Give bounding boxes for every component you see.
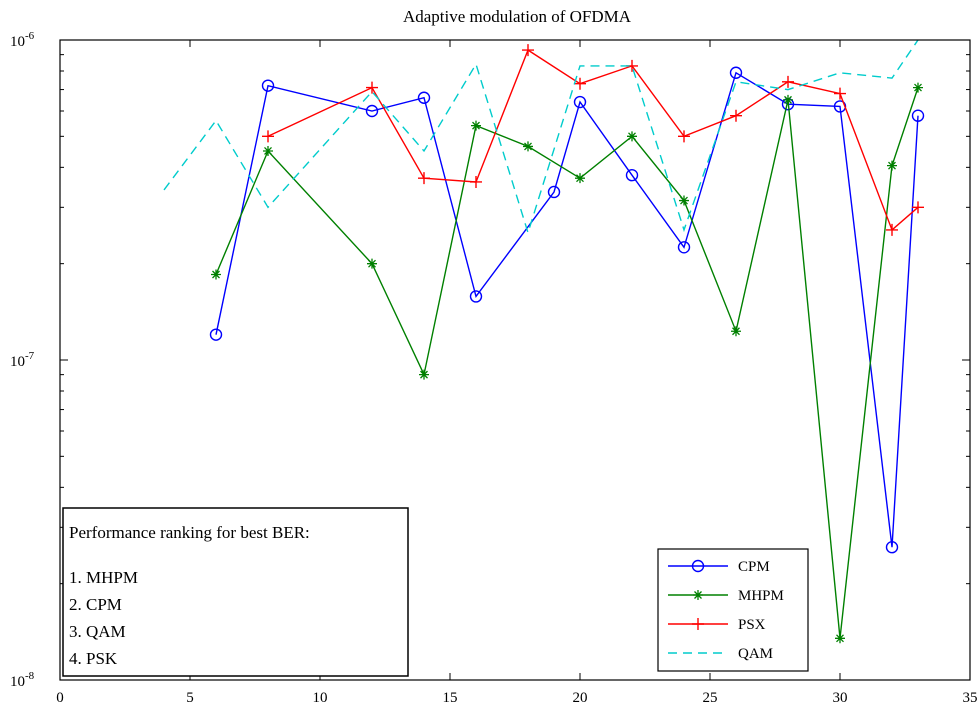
x-tick-label: 20 [573, 690, 588, 706]
data-point-mhpm [419, 369, 429, 380]
data-point-mhpm [263, 145, 273, 156]
data-point-cpm [261, 79, 275, 92]
data-point-mhpm [627, 131, 637, 142]
data-point-mhpm [783, 94, 793, 105]
data-point-cpm [209, 328, 223, 341]
y-tick-label: 10-8 [10, 670, 35, 690]
series-mhpm [211, 82, 923, 644]
data-point-psx [678, 130, 690, 143]
data-point-psx [886, 223, 898, 236]
data-point-psx [730, 109, 742, 122]
data-point-mhpm [835, 633, 845, 644]
data-point-cpm [625, 169, 639, 182]
data-point-mhpm [523, 141, 533, 152]
series-line-psx [267, 49, 919, 232]
data-point-mhpm [211, 269, 221, 280]
x-tick-label: 30 [833, 690, 848, 706]
ranking-item: 4. PSK [69, 649, 118, 668]
data-point-psx [574, 77, 586, 90]
y-tick-label: 10-6 [10, 30, 35, 50]
ranking-item: 1. MHPM [69, 568, 138, 587]
legend-label-qam: QAM [738, 646, 773, 662]
data-point-mhpm [679, 195, 689, 206]
data-point-psx [834, 87, 846, 100]
data-point-psx [912, 201, 924, 214]
data-point-cpm [573, 95, 587, 109]
data-point-mhpm [731, 326, 741, 337]
legend-label-cpm: CPM [738, 559, 770, 575]
data-point-mhpm [575, 173, 585, 184]
y-tick-label: 10-7 [10, 350, 35, 370]
ranking-item: 3. QAM [69, 622, 126, 641]
series-line-qam [163, 40, 919, 236]
series-line-cpm [215, 71, 919, 548]
legend-box [657, 548, 809, 672]
data-point-mhpm [367, 258, 377, 269]
ranking-item: 2. CPM [69, 595, 122, 614]
legend-marker-cpm [691, 559, 705, 573]
data-point-psx [522, 44, 534, 57]
x-tick-label: 10 [313, 690, 328, 706]
ranking-heading: Performance ranking for best BER: [69, 523, 310, 542]
legend-marker-psx [692, 618, 704, 630]
data-point-psx [418, 172, 430, 185]
x-tick-label: 5 [186, 690, 194, 706]
data-point-cpm [417, 91, 431, 104]
data-point-mhpm [471, 120, 481, 131]
data-point-cpm [365, 104, 379, 118]
data-point-mhpm [887, 160, 897, 171]
data-point-cpm [547, 185, 561, 199]
x-tick-label: 35 [963, 690, 978, 706]
chart-title: Adaptive modulation of OFDMA [403, 7, 632, 26]
data-point-psx [470, 175, 482, 188]
data-point-psx [782, 75, 794, 88]
data-point-psx [366, 81, 378, 94]
legend-label-mhpm: MHPM [738, 588, 784, 604]
data-point-cpm [729, 66, 743, 79]
series-cpm [209, 66, 925, 554]
series-psx [262, 44, 924, 236]
legend-label-psx: PSX [738, 617, 766, 633]
x-tick-label: 15 [443, 690, 458, 706]
data-point-cpm [911, 109, 925, 122]
legend-marker-mhpm [693, 590, 703, 600]
data-point-cpm [469, 290, 483, 303]
ranking-box [62, 507, 409, 677]
data-point-cpm [885, 541, 899, 554]
data-point-mhpm [913, 82, 923, 93]
data-point-cpm [677, 241, 691, 254]
x-tick-label: 25 [703, 690, 718, 706]
x-tick-label: 0 [56, 690, 64, 706]
series-qam [163, 40, 919, 236]
series-line-mhpm [215, 87, 919, 639]
data-point-psx [262, 130, 274, 143]
